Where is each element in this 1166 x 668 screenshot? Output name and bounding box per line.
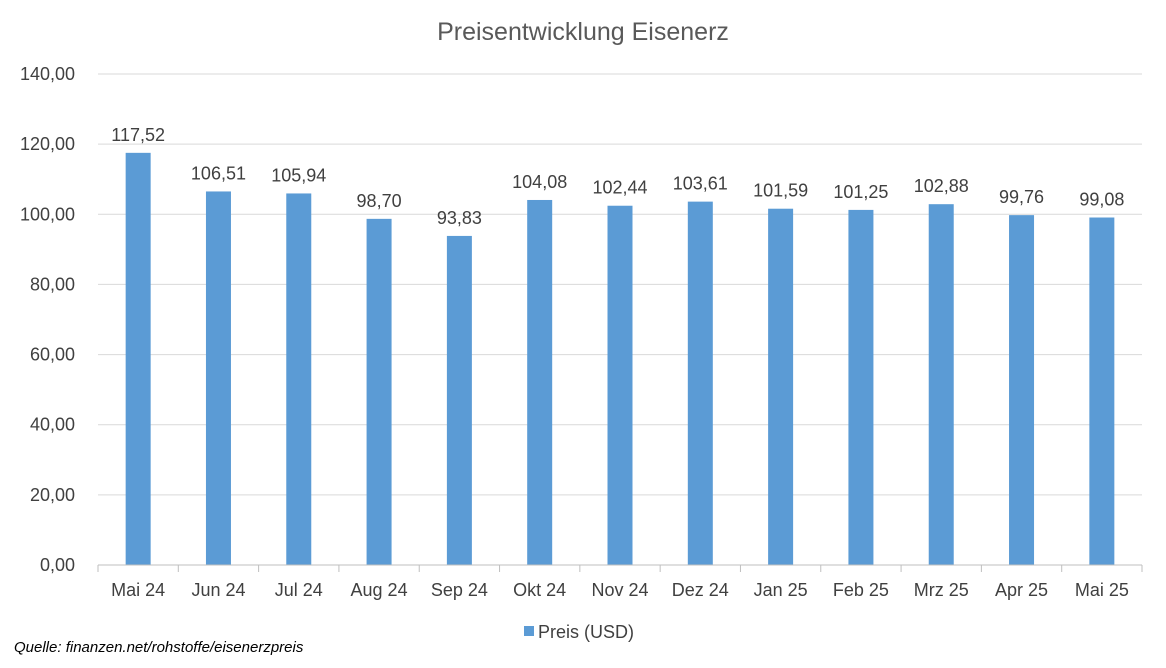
bar [366,218,392,565]
data-label: 93,83 [437,208,482,228]
bar [286,193,312,565]
data-label: 117,52 [111,125,165,145]
x-tick-label: Aug 24 [351,580,408,600]
x-tick-label: Dez 24 [672,580,729,600]
y-tick-label: 100,00 [20,204,75,224]
chart-title: Preisentwicklung Eisenerz [437,18,729,46]
x-tick-label: Feb 25 [833,580,889,600]
bar [687,201,713,565]
y-tick-label: 140,00 [20,64,75,84]
legend-swatch [524,626,534,636]
bar [1009,215,1035,565]
x-tick-label: Mai 25 [1075,580,1129,600]
data-label: 103,61 [673,174,728,194]
bar [125,152,151,565]
x-tick-label: Apr 25 [995,580,1048,600]
x-tick-label: Mrz 25 [914,580,969,600]
data-label: 102,88 [914,176,969,196]
x-tick-label: Okt 24 [513,580,566,600]
data-label: 101,59 [753,181,808,201]
source-note: Quelle: finanzen.net/rohstoffe/eisenerzp… [14,639,304,656]
data-label: 99,08 [1079,190,1124,210]
x-tick-label: Jul 24 [275,580,323,600]
y-tick-label: 0,00 [40,555,75,575]
data-label: 98,70 [357,191,402,211]
bar [607,205,633,566]
legend: Preis (USD) [524,622,634,642]
x-tick-label: Mai 24 [111,580,165,600]
bar [527,199,553,566]
y-tick-label: 60,00 [30,345,75,365]
x-tick-label: Sep 24 [431,580,488,600]
data-labels: 117,52 106,51 105,94 98,70 93,83 104,08 102,44… [111,125,1124,228]
y-tick-label: 20,00 [30,485,75,505]
axes: 0,00 20,00 40,00 60,00 80,00 100,00 120,00 140,… [20,64,1143,600]
y-tick-label: 120,00 [20,134,75,154]
legend-label: Preis (USD) [538,622,634,642]
bars [125,152,1115,566]
data-label: 101,25 [833,182,888,202]
bar [205,191,231,565]
bar [1089,217,1115,566]
y-tick-label: 80,00 [30,274,75,294]
bar [848,209,874,565]
data-label: 104,08 [512,172,567,192]
y-tick-label: 40,00 [30,415,75,435]
data-label: 105,94 [271,165,326,185]
x-tick-label: Jan 25 [754,580,808,600]
bar [928,204,954,565]
data-label: 106,51 [191,163,246,183]
x-tick-label: Jun 24 [191,580,245,600]
bar [768,208,794,565]
bar [446,235,472,565]
x-tick-label: Nov 24 [591,580,648,600]
data-label: 99,76 [999,187,1044,207]
data-label: 102,44 [592,178,647,198]
